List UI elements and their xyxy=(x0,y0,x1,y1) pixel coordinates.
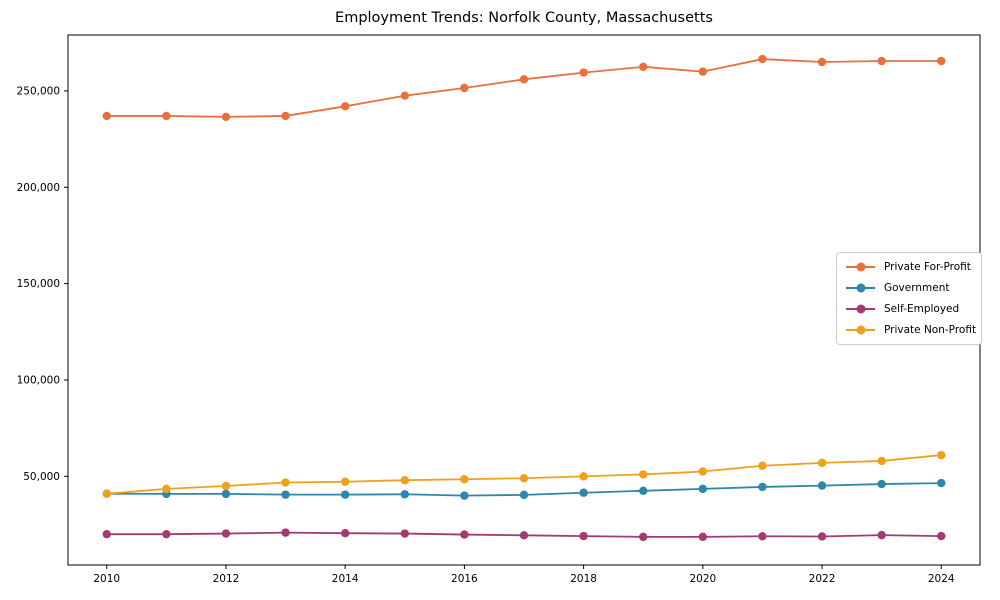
data-point-government xyxy=(639,486,648,495)
x-tick-label: 2012 xyxy=(213,573,240,585)
data-point-government xyxy=(877,479,886,489)
legend-line-sample xyxy=(846,325,875,335)
x-tick-label: 2024 xyxy=(928,573,955,585)
data-point-private-for-profit xyxy=(162,111,171,121)
x-tick-label: 2014 xyxy=(332,573,359,585)
data-point-self-employed xyxy=(340,529,350,538)
data-point-government xyxy=(221,489,231,499)
x-tick-label: 2018 xyxy=(570,573,597,585)
legend-item-government: Government xyxy=(846,281,973,295)
legend-label: Self-Employed xyxy=(884,303,960,315)
legend-line-sample xyxy=(846,283,875,293)
data-point-private-for-profit xyxy=(698,67,708,76)
data-point-self-employed xyxy=(758,532,767,541)
data-point-private-non-profit xyxy=(460,475,469,484)
data-point-private-for-profit xyxy=(758,54,767,64)
data-point-private-non-profit xyxy=(221,481,231,491)
data-point-private-non-profit xyxy=(579,472,588,481)
data-point-private-non-profit xyxy=(102,489,111,498)
data-point-government xyxy=(817,481,827,490)
data-point-private-non-profit xyxy=(519,474,529,483)
data-point-self-employed xyxy=(162,529,171,539)
data-point-private-non-profit xyxy=(400,476,409,485)
legend-item-private-non-profit: Private Non-Profit xyxy=(846,323,977,337)
legend-line-sample xyxy=(846,304,875,314)
data-point-self-employed xyxy=(281,528,290,537)
data-point-private-for-profit xyxy=(460,83,469,93)
data-point-private-non-profit xyxy=(639,470,648,479)
legend-marker-icon xyxy=(856,262,865,272)
data-point-private-for-profit xyxy=(877,56,886,66)
data-point-private-for-profit xyxy=(400,91,409,100)
data-point-self-employed xyxy=(817,532,827,541)
data-point-self-employed xyxy=(221,529,231,538)
legend-label: Private For-Profit xyxy=(884,261,971,273)
y-tick-label: 200,000 xyxy=(17,182,60,194)
data-point-self-employed xyxy=(519,531,529,540)
data-point-private-for-profit xyxy=(937,56,946,66)
data-point-private-non-profit xyxy=(340,477,350,486)
data-point-self-employed xyxy=(698,532,708,542)
y-tick-label: 50,000 xyxy=(23,471,60,483)
data-point-self-employed xyxy=(579,531,588,541)
x-tick-label: 2010 xyxy=(93,573,120,585)
data-point-self-employed xyxy=(877,530,886,540)
x-tick-label: 2022 xyxy=(809,573,836,585)
legend-marker-icon xyxy=(856,304,865,314)
legend: Private For-Profit Government Self-Employe… xyxy=(836,252,982,345)
data-point-self-employed xyxy=(639,532,648,542)
data-point-private-for-profit xyxy=(519,75,529,84)
data-point-government xyxy=(579,488,588,497)
data-point-private-for-profit xyxy=(221,112,231,122)
y-tick-label: 150,000 xyxy=(17,278,60,290)
data-point-self-employed xyxy=(102,529,111,539)
data-point-government xyxy=(698,484,708,494)
legend-label: Private Non-Profit xyxy=(884,324,977,336)
x-tick-label: 2016 xyxy=(451,573,478,585)
data-point-private-for-profit xyxy=(817,57,827,67)
data-point-government xyxy=(340,490,350,499)
legend-marker-icon xyxy=(856,325,865,335)
data-point-private-non-profit xyxy=(758,461,767,470)
y-tick-label: 250,000 xyxy=(17,85,60,97)
data-point-private-non-profit xyxy=(698,467,708,476)
data-point-private-non-profit xyxy=(817,458,827,468)
data-point-government xyxy=(460,491,469,500)
legend-item-private-for-profit: Private For-Profit xyxy=(846,260,973,274)
data-point-private-for-profit xyxy=(639,62,648,71)
legend-item-self-employed: Self-Employed xyxy=(846,302,973,316)
data-point-government xyxy=(281,490,290,499)
data-point-government xyxy=(400,490,409,499)
data-point-government xyxy=(758,482,767,492)
data-point-private-non-profit xyxy=(162,484,171,494)
data-point-government xyxy=(519,490,529,500)
legend-marker-icon xyxy=(856,283,865,293)
legend-line-sample xyxy=(846,262,875,272)
x-tick-label: 2020 xyxy=(689,573,716,585)
data-point-self-employed xyxy=(400,529,409,538)
data-point-private-non-profit xyxy=(281,478,290,487)
y-tick-label: 100,000 xyxy=(17,374,60,386)
data-point-self-employed xyxy=(460,530,469,539)
data-point-private-for-profit xyxy=(281,111,290,121)
data-point-self-employed xyxy=(937,531,946,541)
data-point-private-for-profit xyxy=(102,111,111,121)
data-point-private-for-profit xyxy=(340,102,350,111)
legend-label: Government xyxy=(884,282,950,294)
data-point-private-for-profit xyxy=(579,68,588,77)
chart-title: Employment Trends: Norfolk County, Massa… xyxy=(335,10,713,26)
data-point-government xyxy=(937,478,946,488)
series-line-private-for-profit xyxy=(106,58,942,118)
data-point-private-non-profit xyxy=(877,456,886,466)
data-point-private-non-profit xyxy=(937,450,946,460)
